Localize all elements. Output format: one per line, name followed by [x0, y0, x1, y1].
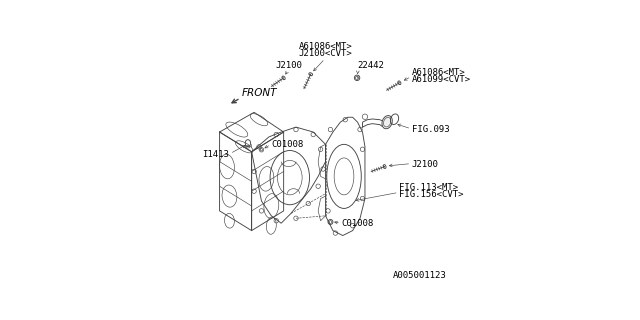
Text: FIG.113<MT>: FIG.113<MT> — [399, 183, 459, 192]
Text: FIG.093: FIG.093 — [412, 125, 449, 134]
Text: A005001123: A005001123 — [392, 271, 446, 280]
Text: FRONT: FRONT — [241, 88, 276, 98]
Text: C01008: C01008 — [271, 140, 303, 149]
Text: I1413: I1413 — [203, 150, 230, 159]
Text: J2100: J2100 — [275, 61, 302, 70]
Text: FIG.156<CVT>: FIG.156<CVT> — [399, 190, 464, 199]
Text: A61086<MT>: A61086<MT> — [299, 42, 353, 51]
Text: J2100<CVT>: J2100<CVT> — [299, 49, 353, 58]
Text: C01008: C01008 — [342, 219, 374, 228]
Text: 22442: 22442 — [358, 61, 385, 70]
Text: A61099<CVT>: A61099<CVT> — [412, 75, 471, 84]
Text: J2100: J2100 — [412, 160, 438, 169]
Ellipse shape — [382, 116, 392, 129]
Text: A61086<MT>: A61086<MT> — [412, 68, 465, 76]
